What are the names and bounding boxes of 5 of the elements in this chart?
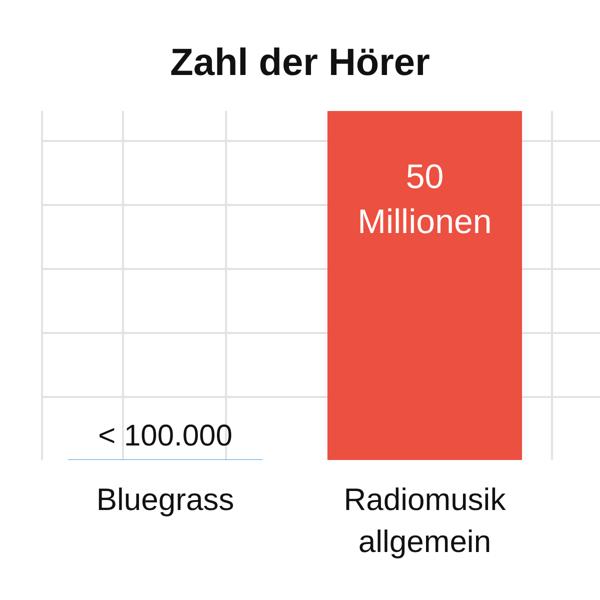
data-label: 50 Millionen xyxy=(358,158,492,241)
data-label: < 100.000 xyxy=(98,419,232,452)
x-tick-label: Bluegrass xyxy=(96,482,234,517)
x-tick-label: Radiomusik allgemein xyxy=(344,482,506,559)
chart-title: Zahl der Hörer xyxy=(170,42,430,84)
